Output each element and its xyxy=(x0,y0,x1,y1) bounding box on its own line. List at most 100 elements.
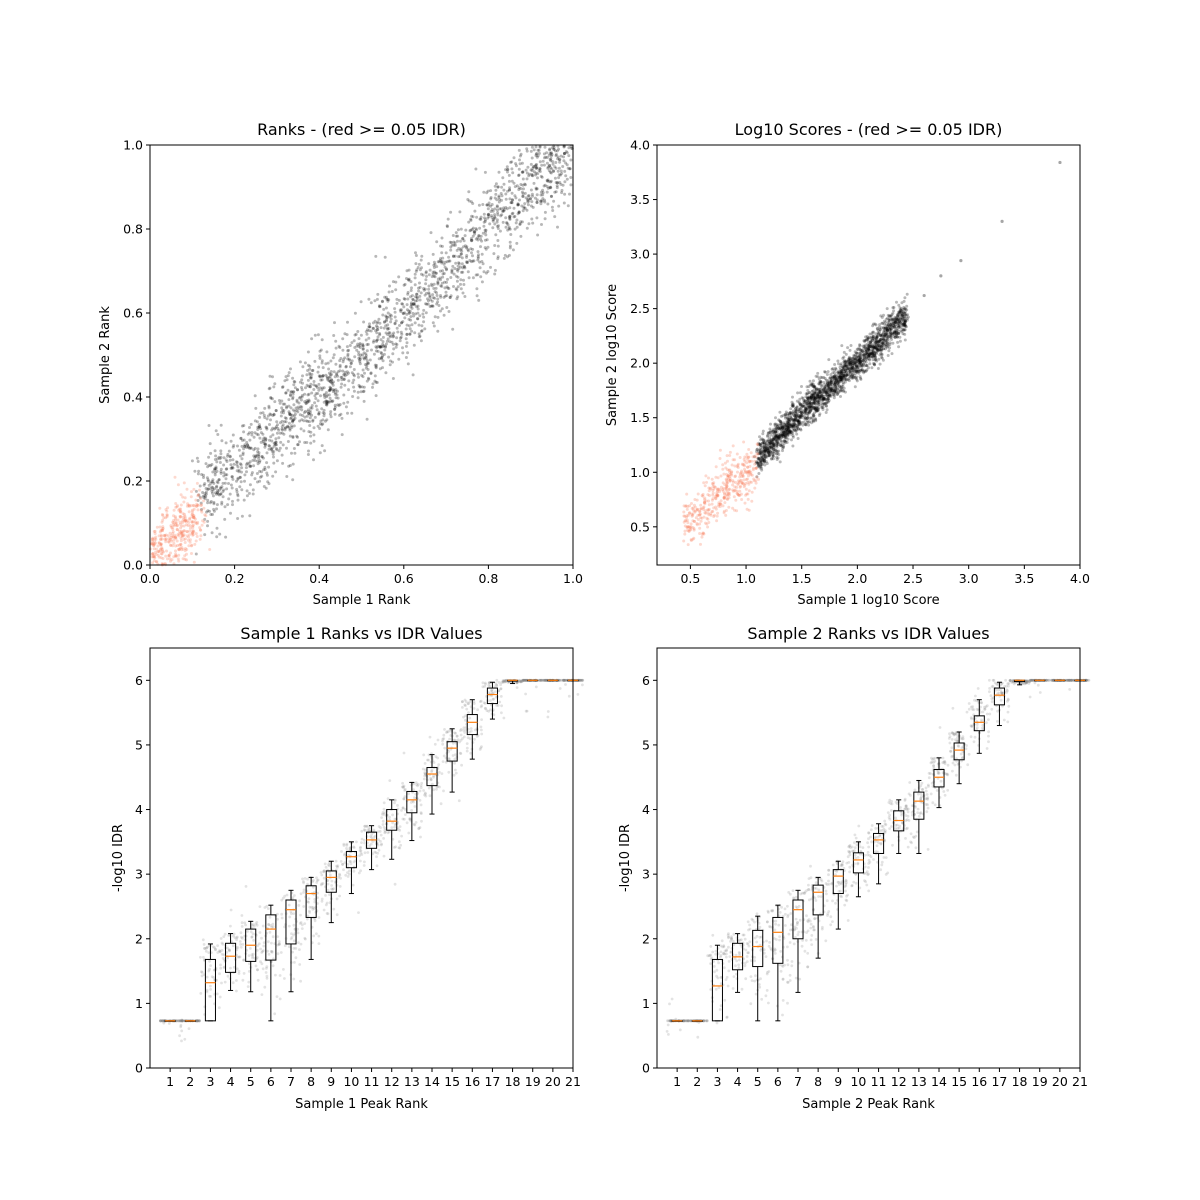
scatter-point xyxy=(237,470,241,474)
scatter-point xyxy=(216,481,220,485)
scatter-point xyxy=(550,194,553,198)
scatter-point xyxy=(352,339,356,343)
scatter-point xyxy=(467,276,471,280)
scatter-point xyxy=(342,373,346,377)
scatter-point xyxy=(413,272,417,276)
scatter-point xyxy=(309,376,313,380)
scatter-point xyxy=(436,300,440,304)
scatter-point xyxy=(306,408,310,412)
scatter-point xyxy=(210,463,214,466)
scatter-point xyxy=(213,491,217,495)
scatter-point xyxy=(361,390,365,394)
scatter-point xyxy=(559,169,563,173)
scatter-point xyxy=(518,222,522,226)
scatter-point xyxy=(443,265,447,269)
scatter-point xyxy=(253,446,257,450)
scatter-point xyxy=(286,374,290,378)
scatter-point xyxy=(808,379,812,383)
scatter-point xyxy=(281,385,285,389)
scatter-point xyxy=(185,558,188,562)
rank-point xyxy=(180,1029,184,1033)
scatter-point xyxy=(249,446,253,450)
scatter-point xyxy=(441,272,445,276)
x-tick-label: 0.4 xyxy=(309,571,329,586)
scatter-point xyxy=(759,438,763,442)
scatter-point xyxy=(239,480,243,484)
scatter-point xyxy=(220,439,224,443)
scatter-point xyxy=(281,428,284,432)
scatter-point xyxy=(904,324,908,328)
scatter-point xyxy=(569,176,573,179)
rank-point xyxy=(226,974,230,978)
scatter-point xyxy=(264,486,268,490)
scatter-point xyxy=(208,442,212,446)
scatter-point xyxy=(187,535,190,539)
scatter-point xyxy=(710,477,714,481)
scatter-point xyxy=(190,552,193,555)
scatter-point xyxy=(491,226,495,230)
scatter-point xyxy=(411,311,415,315)
scatter-point xyxy=(514,162,518,166)
scatter-point xyxy=(318,427,322,430)
scatter-point xyxy=(309,434,313,438)
scatter-point xyxy=(293,416,297,420)
scatter-point xyxy=(897,303,901,307)
scatter-point xyxy=(768,427,772,431)
y-tick-label: 0.6 xyxy=(123,306,143,321)
x-tick-label: 1.5 xyxy=(792,571,812,586)
scatter-point xyxy=(333,412,337,416)
y-tick-label: 1.0 xyxy=(123,138,143,153)
scatter-point xyxy=(427,262,431,266)
scatter-point xyxy=(273,442,277,446)
scatter-point xyxy=(284,391,288,395)
scatter-point xyxy=(467,220,471,224)
scatter-point xyxy=(242,424,246,427)
scatter-point xyxy=(497,200,501,204)
scatter-point xyxy=(771,429,775,433)
scatter-point xyxy=(231,433,235,437)
scatter-point xyxy=(563,152,567,155)
scatter-point xyxy=(283,379,287,383)
scatter-point xyxy=(537,148,541,152)
scatter-point xyxy=(691,526,695,530)
scatter-point xyxy=(260,455,264,459)
scatter-point xyxy=(167,554,171,558)
scatter-point xyxy=(471,202,475,205)
scatter-point xyxy=(326,428,330,432)
scatter-point xyxy=(305,373,309,377)
scatter-point xyxy=(200,510,204,514)
scatter-point xyxy=(534,145,538,149)
scatter-point xyxy=(552,199,556,203)
scatter-point xyxy=(458,210,462,214)
scatter-point xyxy=(437,304,441,307)
scatter-point xyxy=(524,168,528,172)
scatter-point xyxy=(550,153,554,157)
scatter-point xyxy=(378,305,381,309)
scatter-point xyxy=(435,265,439,269)
scatter-point xyxy=(154,550,157,554)
scatter-point xyxy=(459,247,463,251)
scatter-point xyxy=(215,491,219,495)
scatter-point xyxy=(335,393,339,397)
scatter-point xyxy=(213,458,217,461)
scatter-point xyxy=(429,231,433,235)
scatter-point xyxy=(311,368,315,372)
scatter-point xyxy=(263,416,267,419)
scatter-point xyxy=(471,234,475,238)
scatter-point xyxy=(239,437,243,440)
scatter-point xyxy=(846,346,850,350)
scatter-point xyxy=(183,519,187,523)
scatter-point xyxy=(496,185,500,189)
scatter-point xyxy=(485,203,489,207)
scatter-point xyxy=(515,218,519,222)
scatter-point xyxy=(471,226,475,230)
scatter-point xyxy=(280,453,284,457)
scatter-point xyxy=(739,492,743,496)
scatter-point xyxy=(756,452,760,456)
scatter-point xyxy=(296,388,299,392)
scatter-point xyxy=(427,291,431,295)
scatter-point xyxy=(291,390,295,394)
scatter-point xyxy=(445,225,449,229)
scatter-point xyxy=(236,492,240,496)
scatter-point xyxy=(783,433,787,437)
